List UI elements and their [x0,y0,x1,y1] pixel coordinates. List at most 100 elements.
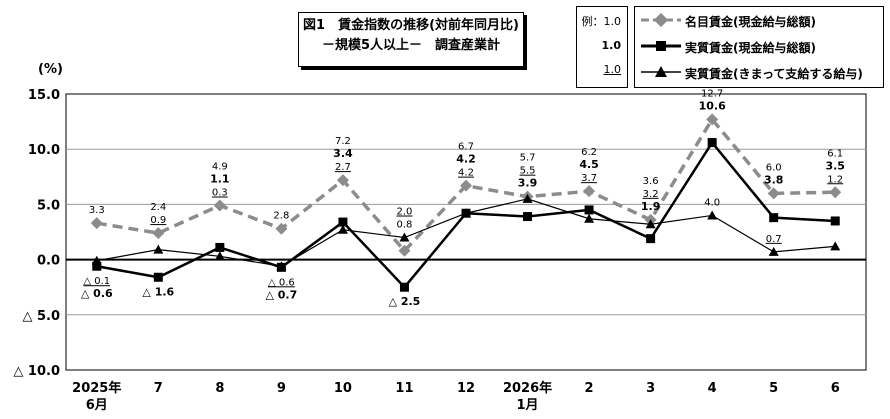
data-label: 3.5 [825,159,845,172]
data-point-nominal [336,174,349,187]
data-label: 6.0 [766,162,782,173]
data-label: 6.7 [458,142,474,153]
data-label: 7.2 [335,136,351,147]
data-point-regular [522,193,533,203]
data-point-regular [399,232,410,242]
data-point-nominal [829,186,842,199]
x-tick-label: 5 [769,381,778,396]
data-point-regular [584,213,595,223]
data-point-regular [276,261,287,271]
legend-label-nominal: 名目賃金(現金給与総額) [685,15,816,29]
data-label: 6.1 [827,148,843,159]
data-label: 0.3 [212,188,228,199]
y-tick-label: 15.0 [28,88,60,103]
data-point-real [769,213,779,223]
x-tick-label: 2025年 [72,380,121,396]
data-point-regular [337,224,348,234]
data-point-nominal [90,217,103,230]
data-label: 1.9 [641,200,661,213]
data-label: 10.6 [699,99,726,112]
data-label: △ 1.6 [142,285,174,298]
data-label: 4.5 [579,158,599,171]
data-label: △ 0.1 [83,276,110,287]
y-tick-label: 0.0 [37,254,60,269]
x-tick-label: 8 [215,381,224,396]
y-tick-label: 10.0 [28,143,60,158]
data-point-regular [645,219,656,229]
data-point-nominal [275,222,288,235]
legend-label-regular: 実質賃金(きまって支給する給与) [685,67,863,81]
data-point-real [338,217,348,227]
data-point-nominal [398,244,411,257]
y-tick-label: 5.0 [37,198,60,213]
data-label: △ 0.6 [268,277,295,288]
plot-frame [65,93,867,371]
data-label: 2.7 [335,162,351,173]
data-label: 0.7 [766,234,782,245]
data-point-real [646,234,656,244]
data-label: 0.9 [150,215,166,226]
data-label: 2.4 [150,202,166,213]
data-label: 4.0 [704,197,720,208]
data-point-regular [461,208,471,218]
data-label: 4.9 [212,162,228,173]
data-point-nominal [767,187,780,200]
legend-item-regular: 実質賃金(きまって支給する給与) [635,63,883,83]
data-label: 3.9 [518,177,538,190]
chart-title-line1: 図1 賃金指数の推移(対前年同月比) [303,18,519,33]
data-point-real [830,216,840,226]
data-label: 0.8 [397,220,413,231]
data-label: 1.1 [210,173,230,186]
legend-item-real: 実質賃金(現金給与総額) [635,37,883,57]
x-tick-label: 9 [277,381,286,396]
data-label: 5.7 [520,153,536,164]
data-point-real [399,282,409,292]
legend: 名目賃金(現金給与総額) 実質賃金(現金給与総額) 実質賃金(きまって支給する給… [634,6,884,88]
y-tick-label: △ 5.0 [22,309,60,324]
x-tick-label: 1月 [517,398,539,413]
data-point-regular [707,210,718,220]
data-label: △ 2.5 [389,295,421,308]
data-point-nominal [706,113,719,126]
data-point-real [707,138,717,148]
data-point-regular [153,244,164,254]
data-label: 6.2 [581,147,597,158]
data-label: △ 0.7 [265,288,297,301]
data-label: 2.8 [273,211,289,222]
data-point-nominal [152,227,165,240]
data-label: 3.6 [643,176,659,187]
data-label: 3.8 [764,173,784,186]
x-tick-label: 11 [395,381,413,396]
x-tick-label: 6 [831,381,840,396]
data-label: 3.4 [333,147,353,160]
x-tick-label: 2026年 [503,380,552,396]
x-tick-label: 3 [646,381,655,396]
data-point-real [92,261,102,271]
data-label: 4.2 [458,168,474,179]
chart-title-line2: －規模5人以上－ 調査産業計 [321,38,501,53]
legend-example: 例：1.0 1.0 1.0 [576,6,628,88]
x-tick-label: 4 [708,381,717,396]
data-label: △ 0.6 [81,287,113,300]
y-tick-label: △ 10.0 [13,364,60,379]
data-point-real [584,205,594,215]
data-point-real [153,272,163,282]
chart-title: 図1 賃金指数の推移(対前年同月比) －規模5人以上－ 調査産業計 [298,12,524,67]
data-label: 3.3 [89,205,105,216]
x-tick-label: 10 [334,381,352,396]
legend-label-real: 実質賃金(現金給与総額) [685,41,816,55]
x-tick-label: 7 [154,381,163,396]
data-point-regular [830,241,841,251]
data-label: 1.2 [827,174,843,185]
data-point-real [523,212,533,222]
legend-item-nominal: 名目賃金(現金給与総額) [635,11,883,31]
x-tick-label: 12 [457,381,475,396]
data-label: 3.7 [581,173,597,184]
data-label: 2.0 [397,207,413,218]
data-point-nominal [460,179,472,192]
legend-example-real: 1.0 [601,39,622,52]
data-point-regular [214,251,225,261]
x-tick-label: 2 [585,381,594,396]
legend-example-nominal: 例：1.0 [581,15,622,28]
